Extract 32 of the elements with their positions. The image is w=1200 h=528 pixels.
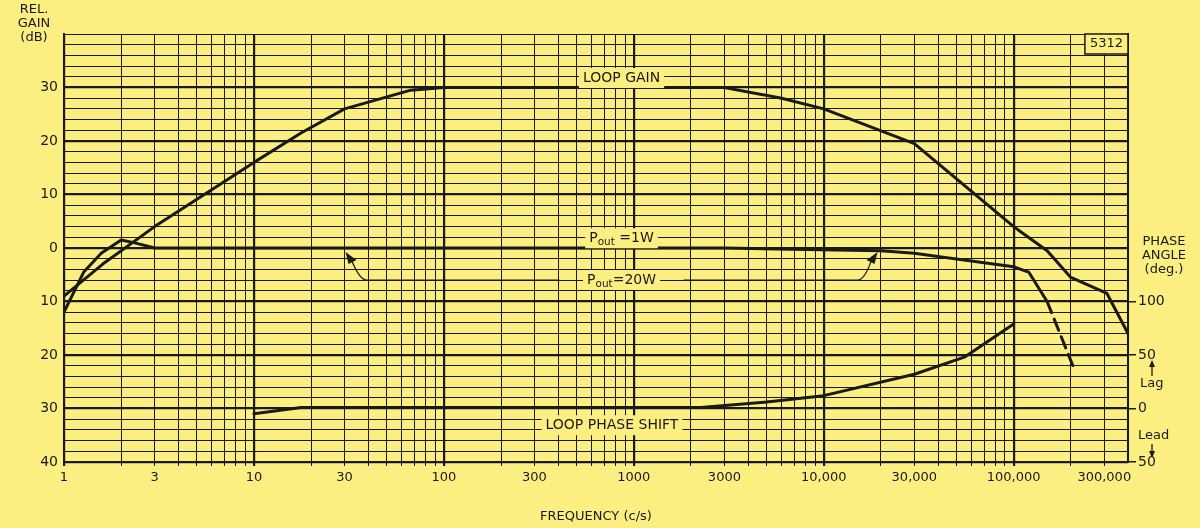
y-axis-title: REL. GAIN (dB): [17, 1, 51, 45]
x-tick-label: 100,000: [986, 469, 1041, 485]
y-tick-label: 20: [40, 131, 58, 148]
annotation: LOOP PHASE SHIFT: [545, 415, 679, 432]
y-tick-label: 40: [40, 452, 58, 469]
x-tick-label: 100: [431, 469, 457, 485]
y-tick-label: 20: [40, 345, 58, 362]
text: Lag: [1140, 375, 1164, 391]
y2-tick-label: 0: [1138, 399, 1147, 416]
text: Lead: [1138, 427, 1170, 443]
annotation: LOOP GAIN: [582, 68, 661, 85]
x-tick-label: 10,000: [800, 469, 847, 485]
y2-tick-label: 50: [1138, 345, 1156, 362]
x-tick-label: 300,000: [1077, 469, 1132, 485]
y-tick-label: 10: [40, 185, 58, 202]
y2-axis-title: PHASE ANGLE (deg.): [1141, 233, 1187, 277]
x-tick-label: 30: [336, 469, 353, 485]
x-tick-label: 1: [59, 469, 69, 485]
x-tick-label: 10: [245, 469, 263, 485]
y-tick-label: 0: [49, 238, 58, 255]
x-axis-title: FREQUENCY (c/s): [540, 507, 652, 523]
annotation: 5312: [1089, 35, 1124, 51]
x-tick-label: 3000: [707, 469, 741, 485]
y2-tick-label: 50: [1138, 452, 1156, 469]
y-tick-label: 30: [40, 399, 58, 416]
x-tick-label: 300: [522, 469, 547, 485]
y-tick-label: 30: [40, 78, 58, 95]
x-tick-label: 30,000: [891, 469, 938, 485]
y-tick-label: 10: [40, 292, 58, 309]
x-tick-label: 3: [150, 469, 159, 485]
y2-tick-label: 100: [1138, 292, 1165, 309]
x-tick-label: 1000: [617, 469, 651, 485]
